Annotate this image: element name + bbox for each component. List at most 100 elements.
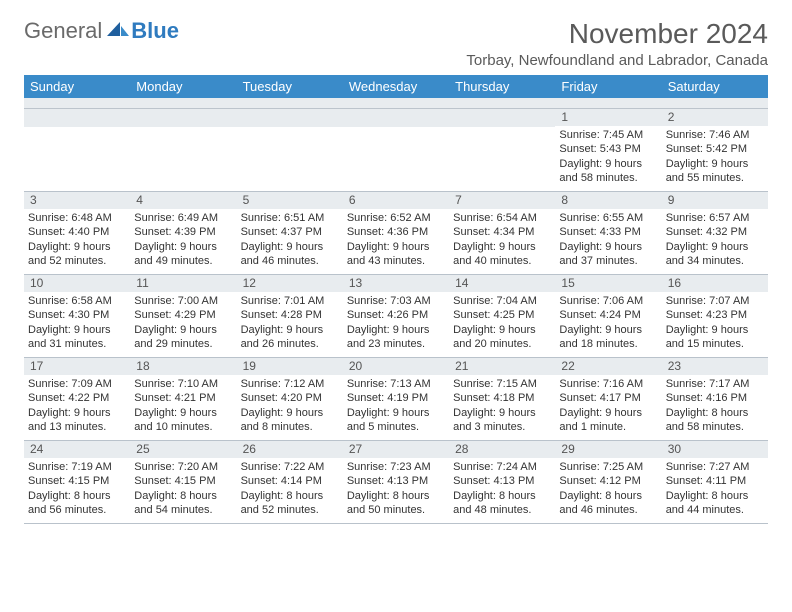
day-number <box>343 109 449 127</box>
day-number: 24 <box>24 441 130 458</box>
daylight-line: Daylight: 8 hours and 46 minutes. <box>559 489 657 517</box>
sunset-line: Sunset: 4:26 PM <box>347 308 445 322</box>
sunset-line: Sunset: 4:24 PM <box>559 308 657 322</box>
sunrise-line: Sunrise: 7:01 AM <box>241 294 339 308</box>
day-cell <box>343 109 449 191</box>
logo-text-blue: Blue <box>131 18 179 44</box>
day-number: 21 <box>449 358 555 375</box>
sunset-line: Sunset: 4:25 PM <box>453 308 551 322</box>
day-cell: 11Sunrise: 7:00 AMSunset: 4:29 PMDayligh… <box>130 275 236 357</box>
page-header: General Blue November 2024 Torbay, Newfo… <box>24 18 768 69</box>
calendar-page: General Blue November 2024 Torbay, Newfo… <box>0 0 792 534</box>
week-row: 17Sunrise: 7:09 AMSunset: 4:22 PMDayligh… <box>24 358 768 441</box>
day-cell: 15Sunrise: 7:06 AMSunset: 4:24 PMDayligh… <box>555 275 661 357</box>
daylight-line: Daylight: 9 hours and 13 minutes. <box>28 406 126 434</box>
daylight-line: Daylight: 8 hours and 50 minutes. <box>347 489 445 517</box>
day-number: 4 <box>130 192 236 209</box>
daylight-line: Daylight: 9 hours and 34 minutes. <box>666 240 764 268</box>
daylight-line: Daylight: 9 hours and 31 minutes. <box>28 323 126 351</box>
sunset-line: Sunset: 4:13 PM <box>347 474 445 488</box>
sunrise-line: Sunrise: 6:51 AM <box>241 211 339 225</box>
sunrise-line: Sunrise: 6:52 AM <box>347 211 445 225</box>
daylight-line: Daylight: 9 hours and 5 minutes. <box>347 406 445 434</box>
sunrise-line: Sunrise: 7:46 AM <box>666 128 764 142</box>
day-cell: 1Sunrise: 7:45 AMSunset: 5:43 PMDaylight… <box>555 109 661 191</box>
sunset-line: Sunset: 4:19 PM <box>347 391 445 405</box>
sunrise-line: Sunrise: 6:58 AM <box>28 294 126 308</box>
daylight-line: Daylight: 9 hours and 26 minutes. <box>241 323 339 351</box>
day-cell: 24Sunrise: 7:19 AMSunset: 4:15 PMDayligh… <box>24 441 130 523</box>
day-number: 28 <box>449 441 555 458</box>
sunrise-line: Sunrise: 7:22 AM <box>241 460 339 474</box>
daylight-line: Daylight: 8 hours and 58 minutes. <box>666 406 764 434</box>
sunset-line: Sunset: 4:28 PM <box>241 308 339 322</box>
day-number: 27 <box>343 441 449 458</box>
day-cell: 14Sunrise: 7:04 AMSunset: 4:25 PMDayligh… <box>449 275 555 357</box>
sunset-line: Sunset: 4:30 PM <box>28 308 126 322</box>
sunrise-line: Sunrise: 7:06 AM <box>559 294 657 308</box>
day-number: 23 <box>662 358 768 375</box>
day-cell: 9Sunrise: 6:57 AMSunset: 4:32 PMDaylight… <box>662 192 768 274</box>
day-cell: 28Sunrise: 7:24 AMSunset: 4:13 PMDayligh… <box>449 441 555 523</box>
sunrise-line: Sunrise: 6:55 AM <box>559 211 657 225</box>
day-cell: 6Sunrise: 6:52 AMSunset: 4:36 PMDaylight… <box>343 192 449 274</box>
week-row: 3Sunrise: 6:48 AMSunset: 4:40 PMDaylight… <box>24 192 768 275</box>
day-cell: 3Sunrise: 6:48 AMSunset: 4:40 PMDaylight… <box>24 192 130 274</box>
day-cell: 16Sunrise: 7:07 AMSunset: 4:23 PMDayligh… <box>662 275 768 357</box>
sunset-line: Sunset: 4:34 PM <box>453 225 551 239</box>
logo-sail-icon <box>107 18 129 44</box>
day-number: 19 <box>237 358 343 375</box>
sunrise-line: Sunrise: 7:12 AM <box>241 377 339 391</box>
day-number: 30 <box>662 441 768 458</box>
day-number: 26 <box>237 441 343 458</box>
day-number <box>130 109 236 127</box>
daylight-line: Daylight: 9 hours and 3 minutes. <box>453 406 551 434</box>
day-number <box>24 109 130 127</box>
sunset-line: Sunset: 4:17 PM <box>559 391 657 405</box>
day-cell: 2Sunrise: 7:46 AMSunset: 5:42 PMDaylight… <box>662 109 768 191</box>
day-cell: 23Sunrise: 7:17 AMSunset: 4:16 PMDayligh… <box>662 358 768 440</box>
logo: General Blue <box>24 18 179 44</box>
sunset-line: Sunset: 4:13 PM <box>453 474 551 488</box>
day-cell: 13Sunrise: 7:03 AMSunset: 4:26 PMDayligh… <box>343 275 449 357</box>
daylight-line: Daylight: 8 hours and 48 minutes. <box>453 489 551 517</box>
sunset-line: Sunset: 4:22 PM <box>28 391 126 405</box>
day-number: 2 <box>662 109 768 126</box>
daylight-line: Daylight: 9 hours and 40 minutes. <box>453 240 551 268</box>
sunrise-line: Sunrise: 7:07 AM <box>666 294 764 308</box>
title-block: November 2024 Torbay, Newfoundland and L… <box>466 18 768 69</box>
sunset-line: Sunset: 4:39 PM <box>134 225 232 239</box>
sunrise-line: Sunrise: 7:20 AM <box>134 460 232 474</box>
day-number: 1 <box>555 109 661 126</box>
daylight-line: Daylight: 9 hours and 37 minutes. <box>559 240 657 268</box>
day-header: Wednesday <box>343 75 449 98</box>
day-header: Thursday <box>449 75 555 98</box>
day-cell: 12Sunrise: 7:01 AMSunset: 4:28 PMDayligh… <box>237 275 343 357</box>
sunset-line: Sunset: 4:18 PM <box>453 391 551 405</box>
day-number: 14 <box>449 275 555 292</box>
day-number: 25 <box>130 441 236 458</box>
week-row: 10Sunrise: 6:58 AMSunset: 4:30 PMDayligh… <box>24 275 768 358</box>
day-cell: 25Sunrise: 7:20 AMSunset: 4:15 PMDayligh… <box>130 441 236 523</box>
sunset-line: Sunset: 4:15 PM <box>28 474 126 488</box>
sunrise-line: Sunrise: 7:10 AM <box>134 377 232 391</box>
month-title: November 2024 <box>466 18 768 50</box>
daylight-line: Daylight: 9 hours and 58 minutes. <box>559 157 657 185</box>
calendar-grid: SundayMondayTuesdayWednesdayThursdayFrid… <box>24 75 768 524</box>
day-number: 10 <box>24 275 130 292</box>
sunset-line: Sunset: 4:33 PM <box>559 225 657 239</box>
day-cell <box>449 109 555 191</box>
day-cell: 17Sunrise: 7:09 AMSunset: 4:22 PMDayligh… <box>24 358 130 440</box>
sunrise-line: Sunrise: 6:54 AM <box>453 211 551 225</box>
day-number: 9 <box>662 192 768 209</box>
location-line: Torbay, Newfoundland and Labrador, Canad… <box>466 52 768 69</box>
day-cell: 29Sunrise: 7:25 AMSunset: 4:12 PMDayligh… <box>555 441 661 523</box>
day-cell: 10 Sunrise: 6:58 AMSunset: 4:30 PMDayligh… <box>24 275 130 357</box>
day-cell: 20Sunrise: 7:13 AMSunset: 4:19 PMDayligh… <box>343 358 449 440</box>
sunrise-line: Sunrise: 6:49 AM <box>134 211 232 225</box>
day-cell: 8Sunrise: 6:55 AMSunset: 4:33 PMDaylight… <box>555 192 661 274</box>
daylight-line: Daylight: 9 hours and 52 minutes. <box>28 240 126 268</box>
day-number: 3 <box>24 192 130 209</box>
daylight-line: Daylight: 9 hours and 1 minute. <box>559 406 657 434</box>
daylight-line: Daylight: 9 hours and 20 minutes. <box>453 323 551 351</box>
